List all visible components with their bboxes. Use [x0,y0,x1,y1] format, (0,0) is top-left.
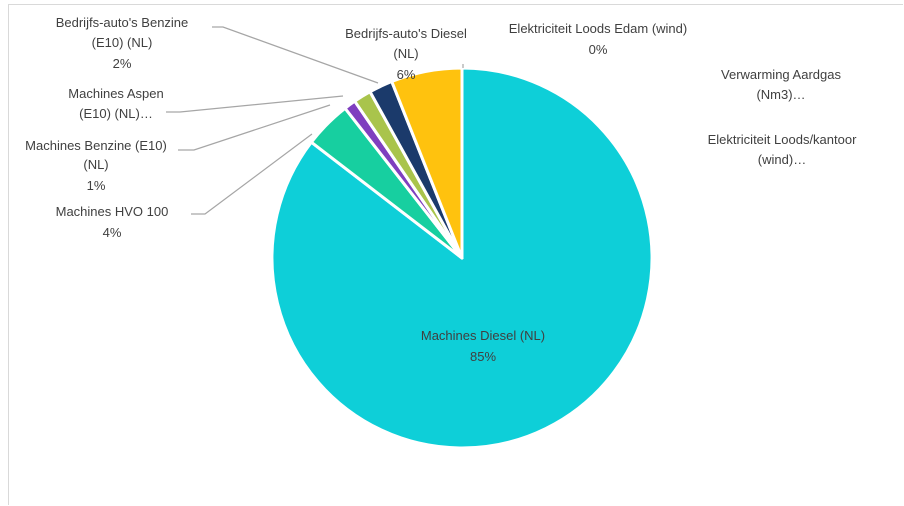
slice-label-bedrijfs-benzine-line2: (E10) (NL) [92,35,153,50]
leader-line-3 [212,26,379,84]
label-elektriciteit-kantoor: Elektriciteit Loods/kantoor (wind)… [708,132,858,167]
slice-label-verwarming-line2: (Nm3)… [756,87,805,102]
label-bedrijfs-diesel: Bedrijfs-auto's Diesel (NL) 6% [345,26,467,82]
pie-slices [270,66,654,450]
chart-frame [8,4,903,505]
slice-label-bedrijfs-diesel-line1: Bedrijfs-auto's Diesel [345,26,467,41]
label-machines-hvo: Machines HVO 100 4% [56,204,169,240]
label-machines-benzine: Machines Benzine (E10) (NL) 1% [25,138,167,193]
label-bedrijfs-benzine: Bedrijfs-auto's Benzine (E10) (NL) 2% [56,15,189,71]
label-machines-aspen: Machines Aspen (E10) (NL)… [68,86,163,121]
slice-label-kantoor-line1: Elektriciteit Loods/kantoor [708,132,858,147]
pie-slice-5 [390,66,464,260]
slice-value-machines-benzine: 1% [87,178,106,193]
label-machines-diesel: Machines Diesel (NL) 85% [421,328,545,364]
slice-value-machines-hvo: 4% [103,225,122,240]
slice-label-machines-benzine-line2: (NL) [83,157,108,172]
slice-label-machines-hvo: Machines HVO 100 [56,204,169,219]
leader-line-0 [191,133,313,215]
slice-value-elektriciteit-edam: 0% [589,42,608,57]
leader-line-2 [166,95,344,113]
slice-value-bedrijfs-diesel: 6% [397,67,416,82]
slice-label-bedrijfs-benzine-line1: Bedrijfs-auto's Benzine [56,15,189,30]
slice-value-machines-diesel: 85% [470,349,496,364]
slice-label-kantoor-line2: (wind)… [758,152,806,167]
leader-line-1 [178,104,331,151]
leader-lines [166,26,464,215]
slice-label-machines-aspen-line2: (E10) (NL)… [79,106,153,121]
slice-label-machines-benzine-line1: Machines Benzine (E10) [25,138,167,153]
slice-value-bedrijfs-benzine: 2% [113,56,132,71]
slice-label-bedrijfs-diesel-line2: (NL) [393,46,418,61]
slice-label-verwarming-line1: Verwarming Aardgas [721,67,841,82]
slice-label-machines-diesel: Machines Diesel (NL) [421,328,545,343]
slice-label-machines-aspen-line1: Machines Aspen [68,86,163,101]
slice-label-elektriciteit-edam: Elektriciteit Loods Edam (wind) [509,21,687,36]
label-elektriciteit-edam: Elektriciteit Loods Edam (wind) 0% [509,21,687,57]
label-verwarming-aardgas: Verwarming Aardgas (Nm3)… [721,67,841,102]
